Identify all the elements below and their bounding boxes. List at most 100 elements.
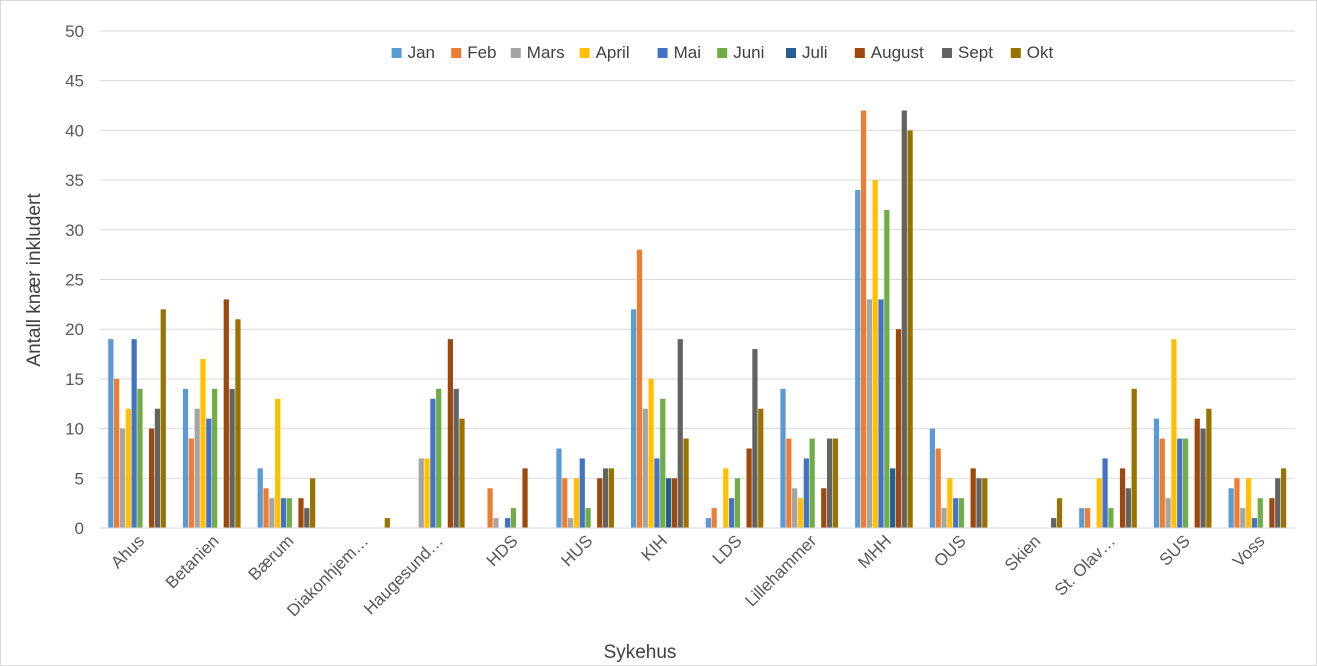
bar	[108, 339, 114, 528]
bar	[855, 190, 861, 529]
bar	[895, 329, 902, 528]
legend: Jan Feb Mars April Mai Juni Juli August Sept Okt	[391, 43, 1054, 62]
legend-swatch	[451, 48, 462, 58]
bar	[982, 478, 988, 528]
bar	[275, 398, 281, 528]
bar	[792, 488, 798, 528]
y-tick-label: 0	[75, 519, 84, 538]
bar	[286, 498, 292, 528]
bar	[1084, 508, 1091, 528]
bar	[729, 498, 735, 528]
bar	[890, 468, 896, 528]
bar	[1251, 518, 1258, 528]
bar	[149, 428, 155, 528]
bar	[636, 249, 643, 528]
bar	[1153, 418, 1160, 528]
bar	[447, 339, 453, 528]
bar	[206, 418, 212, 528]
bar	[947, 478, 953, 528]
legend-label: Juli	[802, 43, 828, 62]
bar	[935, 448, 941, 528]
bar	[310, 478, 316, 528]
bar	[803, 458, 809, 528]
bar	[970, 468, 976, 528]
bar	[832, 438, 839, 528]
bar	[1079, 508, 1085, 528]
bar	[1275, 478, 1281, 528]
bar	[907, 130, 913, 528]
bar	[780, 388, 786, 528]
bar	[677, 339, 683, 528]
bar	[809, 438, 815, 528]
bar	[229, 388, 235, 528]
y-axis-title: Antall knær inkludert	[24, 193, 45, 367]
legend-label: April	[596, 43, 630, 62]
bar	[1056, 498, 1063, 528]
bar	[872, 180, 878, 528]
bar	[884, 209, 890, 529]
bar	[786, 438, 792, 528]
bar	[453, 388, 459, 528]
legend-swatch	[510, 48, 521, 58]
bar	[579, 458, 585, 528]
bar	[154, 408, 161, 528]
bar	[137, 388, 143, 528]
bar	[734, 478, 741, 528]
bar	[585, 508, 591, 528]
bar	[269, 498, 275, 528]
bar	[131, 339, 137, 528]
bar	[1119, 468, 1126, 528]
bar	[654, 458, 660, 528]
bar	[212, 388, 218, 528]
bar	[1246, 478, 1252, 528]
bar	[263, 488, 269, 528]
bar	[257, 468, 263, 528]
bar	[711, 508, 717, 528]
bar	[758, 408, 764, 528]
bar	[125, 408, 131, 528]
bar	[1125, 488, 1131, 528]
bar	[522, 468, 528, 528]
bar	[797, 498, 804, 528]
y-tick-label: 5	[75, 469, 84, 488]
bar	[1200, 428, 1206, 528]
bar	[631, 309, 637, 528]
bar	[194, 408, 200, 528]
bar	[723, 468, 729, 528]
bar	[510, 508, 517, 528]
bar	[1159, 438, 1165, 528]
bar	[827, 438, 833, 528]
legend-swatch	[657, 48, 668, 58]
legend-label: Feb	[467, 43, 496, 62]
bar	[866, 299, 872, 528]
bar	[602, 468, 609, 528]
x-axis-title: Sykehus	[604, 642, 677, 663]
bar	[597, 478, 603, 528]
legend-label: Juni	[733, 43, 764, 62]
bar	[436, 388, 442, 528]
legend-swatch	[1010, 48, 1021, 58]
legend-label: Mars	[527, 43, 565, 62]
bar	[562, 478, 568, 528]
legend-label: Okt	[1027, 43, 1054, 62]
bar	[1257, 498, 1263, 528]
bar	[504, 518, 511, 528]
bar	[665, 478, 672, 528]
bar	[821, 488, 827, 528]
bar	[430, 398, 436, 528]
bar	[487, 488, 493, 528]
bar	[683, 438, 689, 528]
legend-label: Sept	[958, 43, 993, 62]
bar	[424, 458, 430, 528]
bar	[648, 378, 654, 528]
bar	[1171, 339, 1177, 528]
legend-label: Mai	[674, 43, 701, 62]
legend-swatch	[786, 48, 796, 58]
bar	[1228, 488, 1234, 528]
bar	[280, 498, 287, 528]
bar	[567, 518, 574, 528]
y-tick-label: 10	[65, 420, 84, 439]
legend-swatch	[942, 48, 952, 58]
